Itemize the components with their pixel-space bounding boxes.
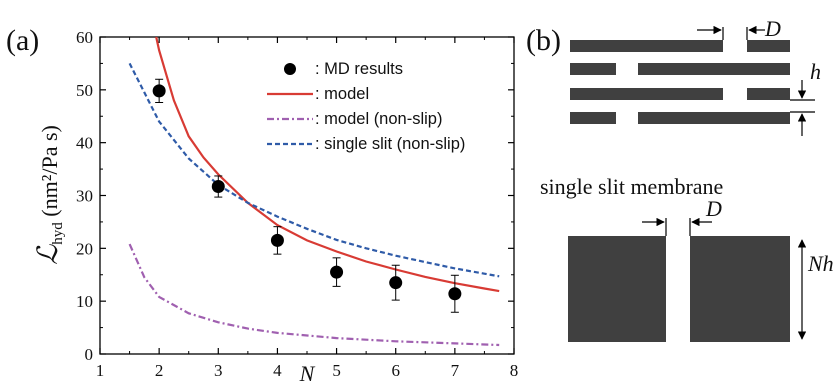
data-point (448, 287, 462, 301)
chart-axes (99, 36, 515, 355)
layer-3-right (747, 88, 790, 100)
legend-marker-0 (284, 63, 296, 75)
series-line-3 (128, 62, 500, 278)
chart-legend: : MD results : model : model (non-slip) : s… (267, 60, 465, 153)
chart-series-lines (128, 37, 500, 347)
x-tick-label: 1 (96, 361, 105, 380)
x-tick-label: 7 (451, 361, 460, 380)
x-axis-label: N (299, 361, 316, 385)
nh-label: Nh (807, 251, 834, 276)
y-tick-label: 10 (76, 292, 93, 311)
y-axis-label-sub: hyd (50, 222, 66, 245)
y-axis-label-main: ℒ (33, 244, 64, 265)
layer-1-left (570, 40, 723, 52)
data-point (211, 180, 225, 194)
data-point (270, 233, 284, 247)
legend-label-0: : MD results (315, 60, 403, 78)
data-point (330, 265, 344, 279)
data-point (389, 276, 403, 290)
x-tick-label: 5 (332, 361, 341, 380)
slab-right (690, 236, 790, 342)
panel-a-label: (a) (6, 24, 39, 57)
y-tick-label: 0 (85, 345, 94, 364)
d-bottom-label: D (705, 196, 722, 221)
plot-frame (99, 36, 515, 355)
x-tick-label: 2 (155, 361, 164, 380)
h-label: h (810, 59, 821, 84)
layer-1-right (747, 40, 790, 52)
y-axis-label: ℒhyd (nm²/Pa s) (33, 125, 66, 265)
legend-label-1: : model (315, 85, 369, 103)
y-tick-label: 50 (76, 81, 93, 100)
chart-ticks: 1 2 3 4 5 6 7 8 0 10 20 30 40 50 60 (76, 28, 518, 380)
membrane-title: single slit membrane (540, 174, 723, 199)
x-tick-label: 4 (273, 361, 282, 380)
chart-series-points (152, 78, 462, 313)
x-tick-label: 8 (510, 361, 519, 380)
data-point (152, 84, 166, 98)
d-top-label: D (764, 16, 781, 41)
y-tick-label: 20 (76, 239, 93, 258)
layer-3-left (570, 88, 723, 100)
layer-2-left (570, 63, 616, 75)
layer-4-left (570, 112, 616, 124)
y-tick-label: 40 (76, 134, 93, 153)
y-tick-label: 60 (76, 28, 93, 47)
layer-4-right (638, 112, 790, 124)
series-line-2 (128, 243, 500, 347)
slab-left (568, 236, 666, 342)
membrane-diagram: D h single slit membrane D Nh (540, 16, 834, 342)
x-tick-label: 3 (214, 361, 223, 380)
legend-label-3: : single slit (non-slip) (315, 135, 465, 153)
legend-label-2: : model (non-slip) (315, 110, 442, 128)
y-axis-label-unit: (nm²/Pa s) (37, 125, 62, 222)
series-line-1 (155, 37, 500, 293)
y-tick-label: 30 (76, 187, 93, 206)
x-tick-label: 6 (391, 361, 400, 380)
panel-b-label: (b) (526, 24, 561, 57)
layer-2-right (638, 63, 790, 75)
